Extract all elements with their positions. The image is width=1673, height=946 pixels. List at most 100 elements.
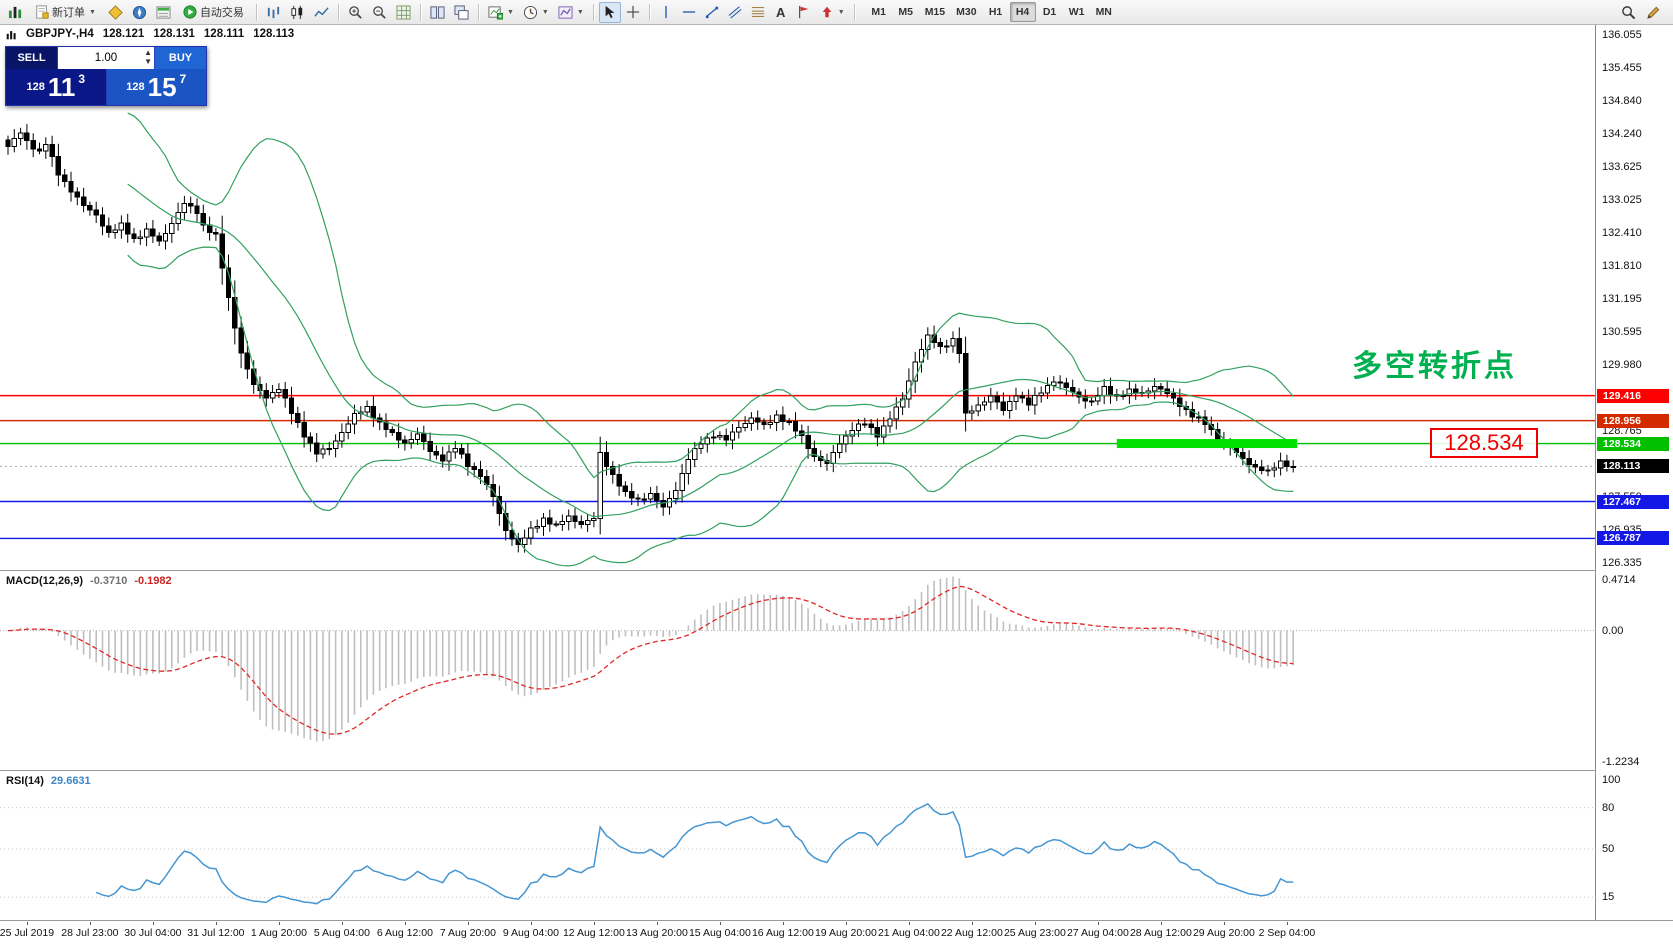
grid-button[interactable] [392,2,415,23]
time-axis-tick [719,922,721,925]
text-tool-button[interactable]: A [770,2,792,23]
timeframe-m5-button[interactable]: M5 [898,6,913,18]
rsi-scale-label: 50 [1602,843,1615,855]
time-axis-tick [845,922,847,925]
tile-windows-button[interactable] [426,2,449,23]
time-axis-label: 1 Aug 20:00 [250,927,307,939]
bar-chart-button[interactable] [262,2,285,23]
sell-button[interactable]: SELL [6,47,58,69]
candlestick-chart-button[interactable] [286,2,309,23]
time-axis-label: 5 Aug 04:00 [313,927,370,939]
time-axis-tick [782,922,784,925]
label-tool-button[interactable] [793,2,815,23]
macd-label: MACD(12,26,9) [6,575,84,587]
macd-main-value: -0.3710 [90,575,128,587]
new-chart-button[interactable]: ▼ [484,2,518,23]
rsi-label: RSI(14) [6,775,44,787]
rsi-scale-label: 100 [1602,774,1621,786]
cascade-windows-button[interactable] [450,2,473,23]
turning-point-annotation: 多空转折点 [1352,350,1517,383]
toolbar: 新订单 ▼ 自动交易 [0,0,1673,25]
crosshair-tool-button[interactable] [622,2,644,23]
new-chart-icon [488,5,503,20]
time-axis[interactable]: 25 Jul 2019 28 Jul 23:00 30 Jul 04:00 31 Ju… [0,922,1673,942]
fibonacci-tool-button[interactable] [747,2,769,23]
trendline-tool-button[interactable] [701,2,723,23]
main-chart-panel[interactable]: GBPJPY-,H4 128.121 128.131 128.111 128.1… [0,25,1595,570]
time-axis-label: 16 Aug 12:00 [751,927,814,939]
horizontal-line-tool-button[interactable] [678,2,700,23]
buy-price-prefix: 128 [126,81,145,93]
rsi-chart-svg[interactable] [0,772,1595,920]
arrow-shape-icon [822,6,832,18]
toolbar-separator [337,3,339,21]
time-axis-label: 31 Jul 12:00 [187,927,245,939]
zoom-in-icon [349,5,362,19]
autotrade-button[interactable]: 自动交易 [176,2,251,23]
time-axis-tick [1034,922,1036,925]
timeframe-m15-button[interactable]: M15 [924,6,946,18]
timeframe-group: M1 M5 M15 M30 H1 H4 D1 W1 MN [866,2,1117,22]
time-axis-label: 2 Sep 04:00 [1258,927,1316,939]
line-chart-button[interactable] [310,2,333,23]
timeframe-d1-button[interactable]: D1 [1042,6,1057,18]
rsi-scale-label: 15 [1602,891,1615,904]
time-axis-label: 15 Aug 04:00 [688,927,751,939]
price-scale[interactable]: 136.055 135.455 134.840 134.240 133.625 133.0… [1595,25,1673,920]
time-axis-label: 13 Aug 20:00 [625,927,688,939]
spinner-down-icon[interactable]: ▼ [144,57,152,66]
new-order-button[interactable]: 新订单 ▼ [28,2,103,23]
zoom-in-button[interactable] [344,2,367,23]
toolbar-separator [648,3,650,21]
market-watch-button[interactable] [104,2,127,23]
sell-price-display[interactable]: 128 11 3 [6,69,107,105]
time-axis-label: 6 Aug 12:00 [376,927,433,939]
edit-button[interactable] [1642,2,1665,23]
timeframe-m1-button[interactable]: M1 [871,6,886,18]
templates-button[interactable]: ▼ [554,2,588,23]
time-axis-label: 21 Aug 04:00 [877,927,940,939]
price-scale-label: 131.810 [1602,260,1642,272]
macd-label-row: MACD(12,26,9) -0.3710 -0.1982 [6,575,172,587]
timeframe-h1-button[interactable]: H1 [988,6,1003,18]
level-price-badge: 128.534 [1597,436,1669,451]
macd-panel[interactable]: MACD(12,26,9) -0.3710 -0.1982 [0,572,1595,770]
toolbar-separator [477,3,479,21]
timeframe-mn-button[interactable]: MN [1095,6,1112,18]
timeframe-h4-button[interactable]: H4 [1009,2,1036,22]
timeframe-w1-button[interactable]: W1 [1068,6,1085,18]
bar-high-value: 128.131 [153,28,195,40]
time-axis-tick [593,922,595,925]
terminal-button[interactable] [152,2,175,23]
search-button[interactable] [1617,2,1640,23]
price-scale-label: 129.980 [1602,359,1642,371]
macd-signal-value: -0.1982 [134,575,172,587]
periods-button[interactable]: ▼ [519,2,553,23]
cursor-tool-button[interactable] [598,1,621,23]
templates-icon [558,5,573,19]
timeframe-m30-button[interactable]: M30 [956,6,977,18]
buy-price-display[interactable]: 128 15 7 [106,69,206,105]
panel-separator[interactable] [0,570,1673,572]
time-axis-tick [26,922,28,925]
navigator-button[interactable] [128,2,151,23]
time-axis-tick [341,922,343,925]
rsi-panel[interactable]: RSI(14) 29.6631 [0,772,1595,920]
panel-separator[interactable] [0,920,1673,922]
macd-scale-label: -1.2234 [1602,756,1640,768]
panel-separator[interactable] [0,770,1673,772]
lot-size-field[interactable]: 1.00 ▲ ▼ [58,47,154,69]
arrows-tool-button[interactable]: ▼ [816,2,849,23]
time-axis-tick [1160,922,1162,925]
bar-open-value: 128.121 [102,28,145,40]
vertical-line-tool-button[interactable] [655,2,677,23]
lot-spinner[interactable]: ▲ ▼ [144,48,152,66]
buy-button[interactable]: BUY [154,47,206,69]
channel-tool-button[interactable] [724,2,746,23]
zoom-out-button[interactable] [368,2,391,23]
spinner-up-icon[interactable]: ▲ [144,48,152,57]
price-scale-label: 133.025 [1602,194,1642,206]
candlestick-chart-svg[interactable] [0,25,1595,570]
macd-chart-svg[interactable] [0,572,1595,770]
